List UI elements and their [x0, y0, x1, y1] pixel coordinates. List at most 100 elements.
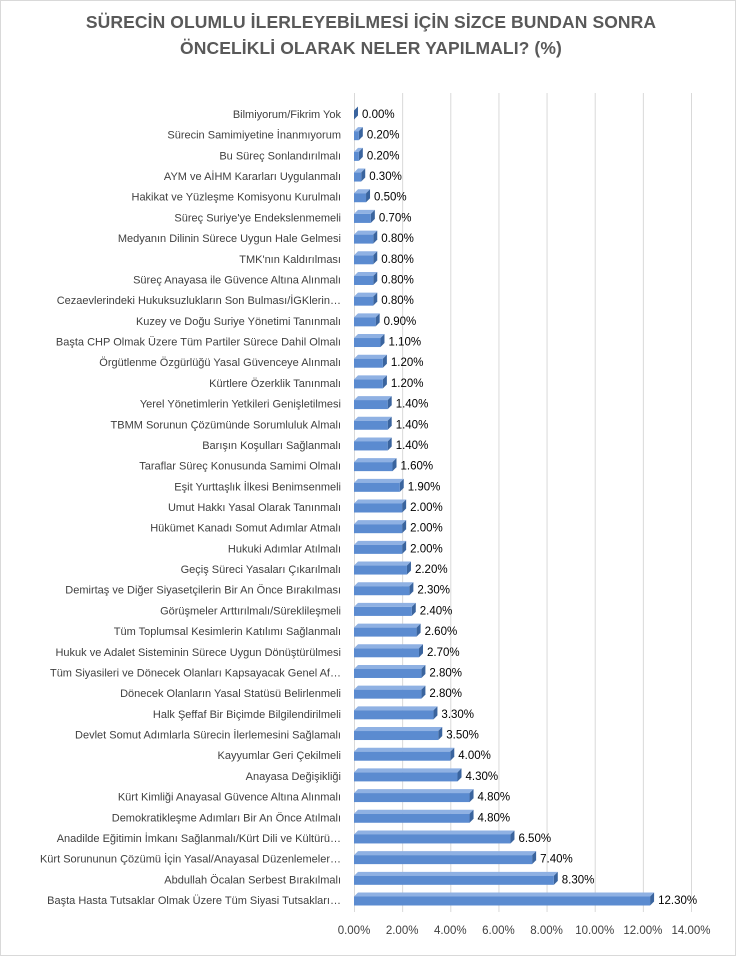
- data-label: 2.80%: [429, 667, 462, 679]
- bar-side: [373, 271, 378, 285]
- data-label: 2.30%: [417, 585, 450, 597]
- x-tick-label: 6.00%: [482, 925, 515, 937]
- bar-side: [382, 354, 387, 368]
- bar-front: [354, 213, 371, 223]
- bar-side: [402, 499, 407, 513]
- category-label: Cezaevlerindeki Hukuksuzlukların Son Bul…: [57, 294, 341, 307]
- bar-front: [354, 896, 651, 906]
- bar: [354, 644, 423, 658]
- bar-top: [354, 271, 378, 276]
- bar-top: [354, 727, 443, 732]
- data-label: 1.40%: [396, 440, 429, 452]
- bar-front: [354, 855, 533, 865]
- bar: [354, 313, 380, 327]
- bar-side: [380, 334, 385, 348]
- bar: [354, 789, 474, 803]
- bar-top: [354, 251, 378, 256]
- bar-top: [354, 706, 438, 711]
- bar-top: [354, 189, 371, 194]
- bar-side: [418, 644, 423, 658]
- bar-side: [402, 540, 407, 554]
- bar-side: [421, 685, 426, 699]
- bar-front: [354, 648, 419, 658]
- bar-top: [354, 458, 397, 463]
- chart-title: SÜRECİN OLUMLU İLERLEYEBİLMESİ İÇİN SİZC…: [41, 9, 701, 61]
- bar-front: [354, 441, 388, 451]
- bar-side: [433, 706, 438, 720]
- bar: [354, 892, 655, 906]
- bar-front: [354, 317, 376, 327]
- bar-side: [406, 561, 411, 575]
- data-label: 1.20%: [391, 357, 424, 369]
- bar-top: [354, 851, 537, 856]
- bar-top: [354, 478, 404, 483]
- bar: [354, 168, 366, 182]
- bar-side: [438, 727, 443, 741]
- bar-top: [354, 292, 378, 297]
- data-label: 1.90%: [408, 481, 441, 493]
- bar-front: [354, 524, 403, 534]
- category-label: Kürt Kimliği Anayasal Güvence Altına Alı…: [118, 792, 341, 804]
- bar: [354, 540, 407, 554]
- bar: [354, 458, 397, 472]
- bar: [354, 809, 474, 823]
- bar-front: [354, 689, 422, 699]
- data-label: 1.40%: [396, 399, 429, 411]
- category-label: Tüm Toplumsal Kesimlerin Katılımı Sağlan…: [114, 626, 341, 638]
- bar: [354, 685, 426, 699]
- bar-top: [354, 892, 655, 897]
- bar-front: [354, 462, 393, 472]
- x-tick-label: 0.00%: [338, 925, 371, 937]
- bar-side: [532, 851, 537, 865]
- data-label: 4.00%: [458, 750, 491, 762]
- bar-top: [354, 809, 474, 814]
- bar: [354, 623, 421, 637]
- bar-front: [354, 627, 417, 637]
- bar-front: [354, 400, 388, 410]
- bar-top: [354, 685, 426, 690]
- x-axis: 0.00% 2.00% 4.00% 6.00% 8.00% 10.00% 12.00% 14.…: [338, 925, 711, 937]
- bar-top: [354, 520, 407, 525]
- bar-front: [354, 710, 434, 720]
- data-label: 7.40%: [540, 854, 573, 866]
- bar-top: [354, 561, 411, 566]
- bar-side: [373, 230, 378, 244]
- bar: [354, 602, 416, 616]
- data-label: 1.40%: [396, 419, 429, 431]
- category-label: Halk Şeffaf Bir Biçimde Bilgilendirilmel…: [153, 709, 341, 721]
- bar-front: [354, 482, 400, 492]
- data-label: 6.50%: [518, 833, 551, 845]
- bar-side: [373, 292, 378, 306]
- bar-front: [354, 586, 410, 596]
- bar-front: [354, 296, 374, 306]
- y-axis: Bilmiyorum/Fikrim Yok Sürecin Samimiyetin…: [40, 109, 342, 907]
- bar: [354, 706, 438, 720]
- category-label: Barışın Koşulları Sağlanmalı: [202, 440, 341, 452]
- bar: [354, 437, 392, 451]
- bar: [354, 271, 378, 285]
- bar-side: [402, 520, 407, 534]
- bar-side: [469, 789, 474, 803]
- bar-side: [387, 396, 392, 410]
- bar-front: [354, 751, 451, 761]
- bar-top: [354, 602, 416, 607]
- category-label: Anayasa Değişikliği: [246, 771, 341, 783]
- data-label: 2.80%: [429, 688, 462, 700]
- bar-top: [354, 499, 407, 504]
- data-label: 2.00%: [410, 502, 443, 514]
- bar-top: [354, 147, 363, 152]
- chart-title-line-1: SÜRECİN OLUMLU İLERLEYEBİLMESİ İÇİN SİZC…: [85, 12, 657, 32]
- category-label: Medyanın Dilinin Sürece Uygun Hale Gelme…: [118, 233, 341, 245]
- data-label: 4.30%: [466, 771, 499, 783]
- bar: [354, 520, 407, 534]
- bar-side: [358, 147, 363, 161]
- bar-front: [354, 731, 439, 741]
- bar-side: [650, 892, 655, 906]
- chart-title-line-2: ÖNCELİKLİ OLARAK NELER YAPILMALI? (%): [180, 38, 562, 58]
- category-label: Eşit Yurttaşlık İlkesi Benimsenmeli: [174, 480, 341, 493]
- bar-front: [354, 338, 381, 348]
- bar-top: [354, 871, 558, 876]
- bar-side: [361, 168, 366, 182]
